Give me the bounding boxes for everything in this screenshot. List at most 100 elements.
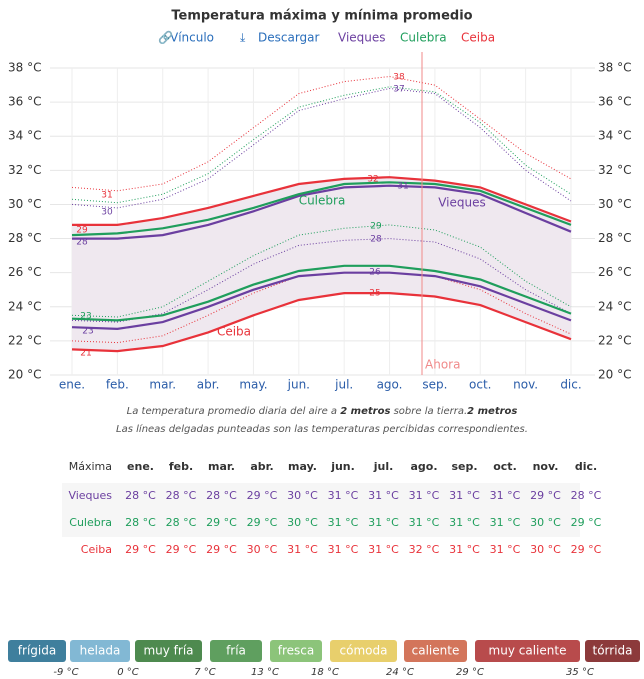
x-tick-label: sep. (422, 378, 447, 392)
annotation: 23 (82, 327, 93, 337)
annotation: 32 (367, 175, 378, 185)
annotation: 21 (80, 349, 91, 359)
annotation: Culebra (299, 194, 346, 208)
x-tick-label: feb. (106, 378, 129, 392)
legend-item[interactable]: Vieques (338, 31, 386, 45)
x-tick-label: oct. (469, 378, 491, 392)
table-cell: 30 °C (287, 516, 318, 529)
table-header: sep. (451, 460, 477, 473)
now-label: Ahora (425, 358, 460, 372)
annotation: 31 (397, 182, 408, 192)
scale-band (475, 640, 580, 662)
scale-label: frígida (18, 644, 56, 658)
table-cell: 31 °C (490, 516, 521, 529)
scale-label: cómoda (340, 644, 388, 658)
legend-item[interactable]: Culebra (400, 31, 447, 45)
legend-item[interactable]: Ceiba (461, 31, 495, 45)
table-cell: 29 °C (530, 489, 561, 502)
table-cell: 28 °C (125, 516, 156, 529)
table-cell: 32 °C (409, 543, 440, 556)
x-tick-label: jul. (334, 378, 353, 392)
table-cell: 30 °C (287, 489, 318, 502)
table-cell: 29 °C (247, 489, 278, 502)
table-cell: 28 °C (206, 489, 237, 502)
table-cell: 31 °C (409, 489, 440, 502)
x-tick-label: mar. (149, 378, 176, 392)
table-cell: 29 °C (166, 543, 197, 556)
y-tick-label: 24 °C (8, 299, 41, 313)
download-icon: ⤓ (240, 31, 246, 45)
scale-band (270, 640, 322, 662)
temp-line (71, 264, 572, 322)
table-header: jul. (373, 460, 394, 473)
scale-threshold: 24 °C (386, 667, 414, 678)
scale-label: muy fría (143, 644, 193, 658)
annotation: 30 (101, 208, 113, 218)
table-cell: 29 °C (571, 516, 602, 529)
table-cell: 28 °C (166, 516, 197, 529)
table-cell: 31 °C (328, 516, 359, 529)
annotation: 29 (370, 222, 382, 232)
table-cell: 28 °C (125, 489, 156, 502)
scale-label: fría (226, 644, 246, 658)
table-cell: 28 °C (166, 489, 197, 502)
caption-part: sobre la tierra. (390, 406, 467, 417)
annotation: 28 (370, 235, 382, 245)
y-tick-label: 28 °C (8, 231, 41, 245)
table-cell: 31 °C (409, 516, 440, 529)
table-cell: 31 °C (328, 489, 359, 502)
annotation: Ceiba (217, 325, 251, 339)
y-tick-label: 30 °C (8, 197, 41, 211)
x-tick-label: abr. (197, 378, 220, 392)
table-header: dic. (575, 460, 597, 473)
temp-line (71, 238, 572, 323)
table-cell: 31 °C (490, 543, 521, 556)
table-cell: 29 °C (247, 516, 278, 529)
table-cell: 30 °C (530, 516, 561, 529)
x-tick-label: may. (239, 378, 267, 392)
table-cell: Ceiba (81, 543, 112, 556)
y-tick-label: 34 °C (598, 129, 631, 143)
table-cell: 31 °C (368, 516, 399, 529)
annotation: 29 (76, 226, 88, 236)
annotation: 25 (369, 289, 380, 299)
y-tick-label: 22 °C (598, 333, 631, 347)
caption: La temperatura promedio diaria del aire … (127, 406, 518, 417)
table-cell: 31 °C (449, 516, 480, 529)
y-tick-label: 20 °C (598, 368, 631, 382)
scale-threshold: 35 °C (566, 667, 594, 678)
annotation: 23 (80, 312, 91, 322)
temp-line (71, 292, 572, 353)
x-tick-label: jun. (287, 378, 310, 392)
table-cell: 29 °C (206, 543, 237, 556)
y-tick-label: 32 °C (598, 163, 631, 177)
scale-band (585, 640, 640, 662)
scale-band (404, 640, 467, 662)
table-bg (62, 537, 580, 564)
chart-title: Temperatura máxima y mínima promedio (171, 9, 472, 24)
table-cell: 29 °C (125, 543, 156, 556)
link[interactable]: Vínculo (170, 31, 214, 45)
table-header: jun. (330, 460, 355, 473)
annotation: Vieques (438, 196, 486, 210)
table-cell: 31 °C (449, 489, 480, 502)
scale-threshold: 13 °C (251, 667, 279, 678)
annotation: 28 (76, 238, 88, 248)
caption-part: 2 metros (340, 406, 390, 417)
x-tick-label: dic. (560, 378, 581, 392)
scale-band (70, 640, 130, 662)
x-tick-label: nov. (513, 378, 538, 392)
scale-label: fresca (278, 644, 314, 658)
scale-threshold: 29 °C (456, 667, 484, 678)
y-tick-label: 20 °C (8, 368, 41, 382)
link[interactable]: Descargar (258, 31, 320, 45)
table-cell: Culebra (69, 516, 112, 529)
y-tick-label: 38 °C (598, 61, 631, 75)
table-header: ago. (410, 460, 437, 473)
y-tick-label: 38 °C (8, 61, 41, 75)
temp-line (71, 75, 572, 192)
x-tick-label: ago. (377, 378, 403, 392)
table-cell: 29 °C (206, 516, 237, 529)
y-tick-label: 32 °C (8, 163, 41, 177)
